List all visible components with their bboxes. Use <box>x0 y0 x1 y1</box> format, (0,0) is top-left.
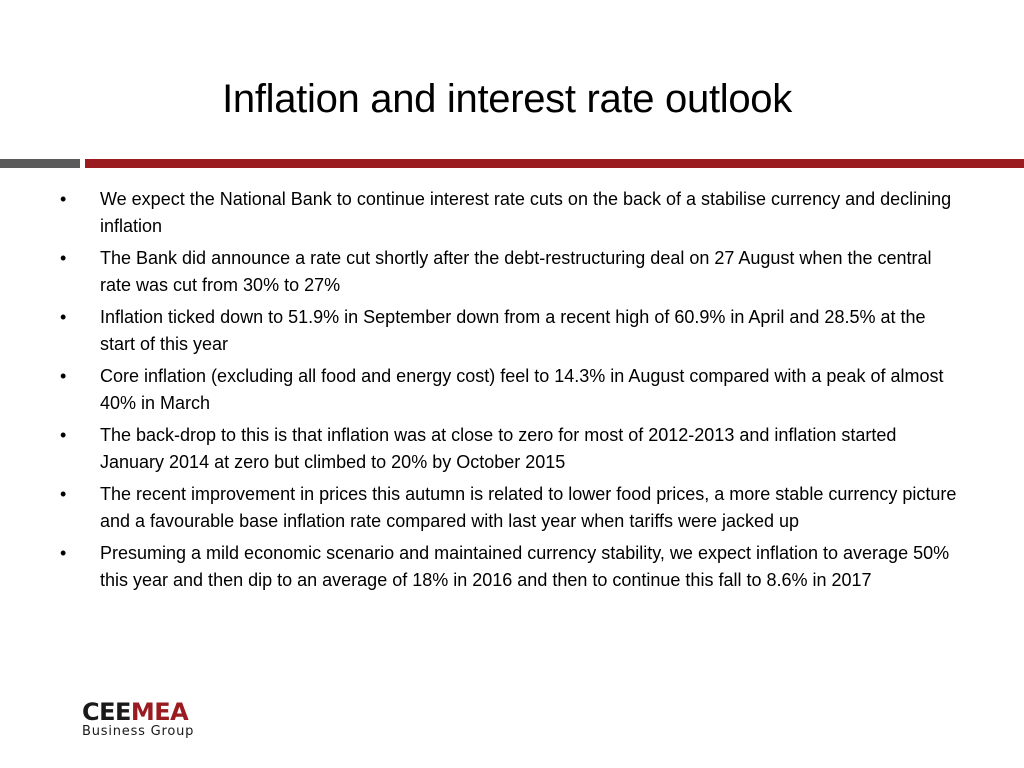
bullet-dot-icon: • <box>60 366 67 386</box>
logo-part-cee: CEE <box>82 698 131 726</box>
bullet-text: Presuming a mild economic scenario and m… <box>100 543 950 590</box>
bullet-dot-icon: • <box>60 484 67 504</box>
title-divider-grey <box>0 159 80 168</box>
bullet-dot-icon: • <box>60 425 67 445</box>
bullet-text: The recent improvement in prices this au… <box>100 484 957 531</box>
bullet-text: Core inflation (excluding all food and e… <box>100 366 944 413</box>
bullet-item: • The Bank did announce a rate cut short… <box>60 245 960 299</box>
bullet-item: • We expect the National Bank to continu… <box>60 186 960 240</box>
title-divider-red <box>85 159 1024 168</box>
bullet-text: The Bank did announce a rate cut shortly… <box>100 248 932 295</box>
bullet-item: • Inflation ticked down to 51.9% in Sept… <box>60 304 960 358</box>
logo-wordmark: CEEMEA <box>82 700 242 724</box>
ceemea-logo: CEEMEA Business Group <box>82 700 242 740</box>
logo-part-mea: MEA <box>130 698 189 726</box>
bullet-item: • The recent improvement in prices this … <box>60 481 960 535</box>
bullet-text: The back-drop to this is that inflation … <box>100 425 897 472</box>
bullet-dot-icon: • <box>60 307 67 327</box>
bullet-text: We expect the National Bank to continue … <box>100 189 952 236</box>
bullet-list: • We expect the National Bank to continu… <box>60 186 960 599</box>
bullet-dot-icon: • <box>60 248 67 268</box>
bullet-item: • Core inflation (excluding all food and… <box>60 363 960 417</box>
bullet-dot-icon: • <box>60 189 67 209</box>
logo-subtitle: Business Group <box>82 724 195 739</box>
bullet-text: Inflation ticked down to 51.9% in Septem… <box>100 307 926 354</box>
slide-title: Inflation and interest rate outlook <box>222 77 792 121</box>
bullet-item: • Presuming a mild economic scenario and… <box>60 540 960 594</box>
bullet-dot-icon: • <box>60 543 67 563</box>
bullet-item: • The back-drop to this is that inflatio… <box>60 422 960 476</box>
